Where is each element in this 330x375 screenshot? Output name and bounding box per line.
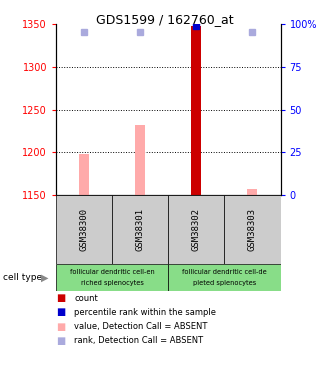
Bar (224, 195, 280, 264)
Text: ■: ■ (56, 308, 65, 317)
Text: pleted splenocytes: pleted splenocytes (193, 280, 256, 286)
Bar (168, 264, 280, 291)
Text: follicular dendritic cell-de: follicular dendritic cell-de (182, 269, 267, 275)
Text: value, Detection Call = ABSENT: value, Detection Call = ABSENT (74, 322, 208, 331)
Text: GDS1599 / 162760_at: GDS1599 / 162760_at (96, 13, 234, 26)
Text: cell type: cell type (3, 273, 43, 282)
Text: ▶: ▶ (41, 273, 48, 282)
Text: ■: ■ (56, 293, 65, 303)
Bar (191, 26, 201, 195)
Text: GSM38303: GSM38303 (248, 208, 257, 251)
Text: riched splenocytes: riched splenocytes (81, 280, 144, 286)
Text: GSM38302: GSM38302 (192, 208, 201, 251)
Bar (56, 195, 112, 264)
Bar (112, 195, 168, 264)
Text: count: count (74, 294, 98, 303)
Bar (248, 189, 257, 195)
Text: GSM38300: GSM38300 (80, 208, 89, 251)
Text: rank, Detection Call = ABSENT: rank, Detection Call = ABSENT (74, 336, 203, 345)
Bar (56, 264, 168, 291)
Bar (168, 195, 224, 264)
Text: ■: ■ (56, 336, 65, 346)
Bar (79, 154, 89, 195)
Bar (135, 125, 145, 195)
Text: follicular dendritic cell-en: follicular dendritic cell-en (70, 269, 154, 275)
Text: ■: ■ (56, 322, 65, 332)
Text: GSM38301: GSM38301 (136, 208, 145, 251)
Text: percentile rank within the sample: percentile rank within the sample (74, 308, 216, 317)
